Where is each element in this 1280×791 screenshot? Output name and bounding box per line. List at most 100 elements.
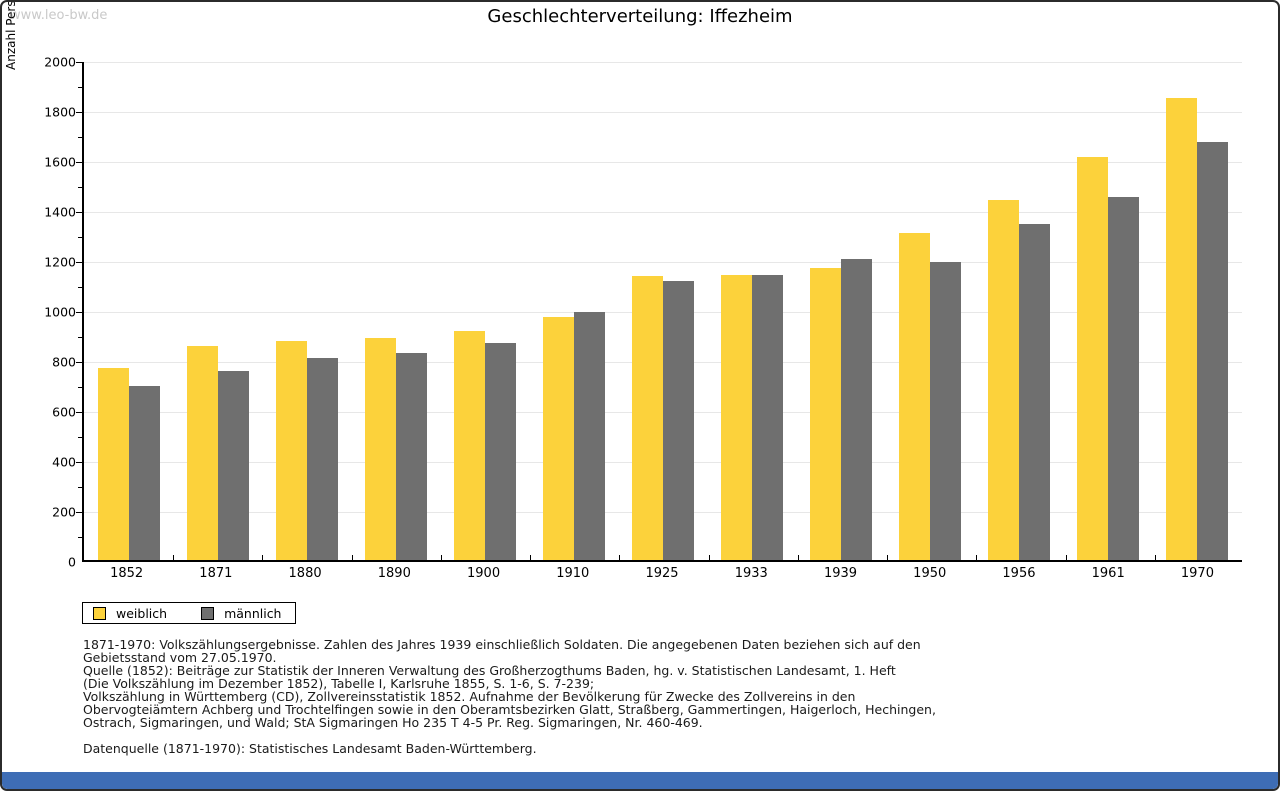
x-tick-label-1939: 1939 [823,566,858,581]
bar-group-1933 [708,62,797,560]
bar-groups [84,62,1242,560]
bar-weiblich-1900 [453,331,485,560]
bar-weiblich-1852 [97,367,129,560]
footnote-line: Quelle (1852): Beiträge zur Statistik de… [83,663,896,678]
y-axis-tick [76,412,82,413]
x-tick-label-1950: 1950 [913,566,947,581]
bar-group-1961 [1064,62,1153,560]
legend-item-weiblich: weiblich [93,606,167,621]
datasource-line: Datenquelle (1871-1970): Statistisches L… [83,741,537,756]
y-axis-tick [76,312,82,313]
y-axis-tick [76,112,82,113]
y-tick-label: 800 [52,354,76,370]
footnote-line: (Die Volkszählung im Dezember 1852), Tab… [83,676,595,691]
y-tick-label: 2000 [44,54,76,70]
legend-label: weiblich [116,605,168,621]
y-axis-tick [78,137,82,138]
bar-männlich-1956 [1019,223,1051,560]
y-axis-tick [78,87,82,88]
x-axis-tick [797,555,799,560]
bar-group-1871 [173,62,262,560]
y-tick-label: 1200 [44,254,76,270]
gridline [84,62,1242,63]
bar-weiblich-1910 [542,317,574,560]
bar-group-1900 [440,62,529,560]
y-tick-label: 1600 [44,154,76,170]
x-axis-tick [440,555,442,560]
bar-weiblich-1956 [988,200,1020,560]
footnote-block: 1871-1970: Volkszählungsergebnisse. Zahl… [83,638,983,755]
bar-group-1910 [529,62,618,560]
y-tick-label: 1800 [44,104,76,120]
watermark: www.leo-bw.de [10,8,108,23]
x-tick-label-1933: 1933 [734,566,768,581]
legend-swatch-icon [201,606,215,620]
x-axis-tick [1154,555,1156,560]
plot-area: 0 200 400 600 800 1000 1200 1400 1600 1800 2000 [44,55,1242,570]
x-tick-label-1880: 1880 [288,566,322,581]
bar-männlich-1933 [752,275,784,560]
bar-group-1970 [1153,62,1242,560]
footnote-line: Obervogteiämtern Achberg und Trochtelfin… [83,702,936,717]
y-tick-label: 400 [52,454,76,470]
x-axis-tick [1065,555,1067,560]
gridline [84,262,1242,263]
x-tick-label-1956: 1956 [1002,566,1036,581]
legend: weiblich männlich [82,602,297,624]
bar-weiblich-1890 [364,337,396,560]
footnote-line: 1871-1970: Volkszählungsergebnisse. Zahl… [83,637,921,652]
bar-weiblich-1880 [275,340,307,560]
y-axis-tick [78,187,82,188]
footnote-line: Volkszählung in Württemberg (CD), Zollve… [83,689,856,704]
y-axis-tick [78,237,82,238]
y-tick-label: 0 [68,554,76,570]
x-tick-label-1925: 1925 [645,566,679,581]
bar-group-1939 [797,62,886,560]
bar-männlich-1852 [128,386,160,560]
bar-männlich-1939 [841,258,873,560]
y-axis-tick [78,537,82,538]
bar-männlich-1910 [573,311,605,560]
bar-männlich-1970 [1197,142,1229,560]
bar-group-1852 [84,62,173,560]
x-tick-label-1852: 1852 [110,566,144,581]
legend-item-männlich: männlich [201,606,281,621]
bar-männlich-1961 [1108,196,1140,560]
y-tick-label: 1000 [44,304,76,320]
x-axis-tick [530,555,532,560]
bar-weiblich-1970 [1166,98,1198,560]
x-tick-label-1910: 1910 [556,566,590,581]
y-axis-tick [76,462,82,463]
y-axis-tick [78,287,82,288]
y-axis-tick [78,487,82,488]
x-axis-tick [887,555,889,560]
bar-männlich-1900 [484,342,516,560]
x-axis-labels: 1852 1871 1880 1890 1900 1910 1925 1933 1939 1950… [82,566,1242,581]
y-tick-label: 1400 [44,204,76,220]
x-tick-label-1961: 1961 [1091,566,1125,581]
y-axis-tick [76,62,82,63]
y-axis-tick [78,387,82,388]
bar-weiblich-1933 [721,274,753,560]
bar-group-1956 [975,62,1064,560]
bar-weiblich-1925 [632,275,663,560]
legend-swatch-icon [93,606,106,620]
x-axis-tick [708,555,710,560]
bar-group-1950 [886,62,975,560]
bar-männlich-1950 [930,261,962,560]
bar-männlich-1890 [395,353,427,560]
legend-label: männlich [224,605,282,621]
x-axis-tick [262,555,264,560]
gridline [84,162,1242,163]
bar-männlich-1925 [663,281,694,560]
bar-weiblich-1961 [1077,156,1109,560]
footnote-line: Ostrach, Sigmaringen, und Wald; StA Sigm… [83,715,703,730]
x-axis-tick [976,555,978,560]
bar-männlich-1871 [217,371,249,560]
y-axis-tick [76,212,82,213]
bar-weiblich-1950 [899,232,931,560]
x-tick-label-1970: 1970 [1180,566,1214,581]
x-axis-tick [351,555,353,560]
bar-group-1890 [351,62,440,560]
y-axis-tick [76,262,82,263]
